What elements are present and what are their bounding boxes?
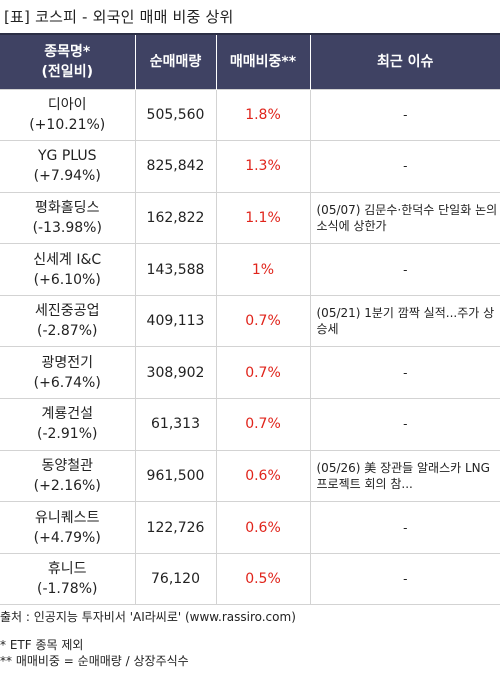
stock-change: (-2.91%) — [37, 426, 98, 443]
stock-change: (+10.21%) — [29, 116, 106, 133]
stock-change: (+6.74%) — [33, 374, 101, 391]
stock-name: 계룡건설 — [41, 406, 94, 423]
stock-change: (+6.10%) — [33, 271, 101, 288]
net-volume-cell: 61,313 — [134, 398, 216, 451]
stock-cell: 디아이 (+10.21%) — [0, 88, 135, 141]
header-net-volume: 순매매량 — [134, 34, 216, 89]
recent-issue-cell: (05/21) 1분기 깜짝 실적...주가 상승세 — [309, 294, 500, 347]
trade-ratio-cell: 0.5% — [215, 552, 310, 606]
header-stock-name-line2: (전일비) — [41, 63, 93, 80]
header-recent-issue: 최근 이슈 — [309, 34, 500, 89]
net-volume-cell: 308,902 — [134, 346, 216, 399]
recent-issue-cell: - — [309, 398, 500, 451]
footnote-ratio-formula: ** 매매비중 = 순매매량 / 상장주식수 — [0, 654, 189, 668]
stock-cell: 유니퀘스트 (+4.79%) — [0, 501, 135, 554]
recent-issue-cell: - — [309, 140, 500, 193]
stock-change: (+2.16%) — [33, 477, 101, 494]
stock-name: 신세계 I&C — [33, 251, 102, 268]
stock-cell: 신세계 I&C (+6.10%) — [0, 243, 135, 296]
table-row: 디아이 (+10.21%) 505,560 1.8% - — [0, 88, 500, 141]
stock-cell: 세진중공업 (-2.87%) — [0, 294, 135, 347]
stock-name: 동양철관 — [41, 457, 94, 474]
stock-cell: 평화홀딩스 (-13.98%) — [0, 191, 135, 244]
recent-issue-cell: - — [309, 346, 500, 399]
recent-issue-cell: (05/26) 美 장관들 알래스카 LNG 프로젝트 회의 참... — [309, 449, 500, 502]
stock-change: (-2.87%) — [37, 323, 98, 340]
table-row: 휴니드 (-1.78%) 76,120 0.5% - — [0, 552, 500, 606]
stock-cell: YG PLUS (+7.94%) — [0, 140, 135, 193]
source-note: 출처 : 인공지능 투자비서 'AI라씨로' (www.rassiro.com) — [0, 610, 296, 624]
stock-name: YG PLUS — [37, 148, 97, 165]
net-volume-cell: 825,842 — [134, 140, 216, 193]
stock-cell: 계룡건설 (-2.91%) — [0, 398, 135, 451]
table-row: 광명전기 (+6.74%) 308,902 0.7% - — [0, 346, 500, 399]
stock-change: (-1.78%) — [37, 581, 98, 598]
header-stock-name: 종목명* (전일비) — [0, 34, 135, 89]
recent-issue-cell: - — [309, 243, 500, 296]
recent-issue-cell: (05/07) 김문수·한덕수 단일화 논의 소식에 상한가 — [309, 191, 500, 244]
table-row: 동양철관 (+2.16%) 961,500 0.6% (05/26) 美 장관들 알래스… — [0, 449, 500, 502]
table-row: 신세계 I&C (+6.10%) 143,588 1% - — [0, 243, 500, 296]
header-stock-name-line1: 종목명* — [44, 43, 91, 60]
trade-ratio-cell: 0.7% — [215, 294, 310, 347]
trade-ratio-cell: 1.3% — [215, 140, 310, 193]
trade-ratio-cell: 1.1% — [215, 191, 310, 244]
footnote-etf: * ETF 종목 제외 — [0, 638, 84, 652]
table-row: 평화홀딩스 (-13.98%) 162,822 1.1% (05/07) 김문수·한덕수… — [0, 191, 500, 244]
trade-ratio-cell: 1.8% — [215, 88, 310, 141]
trade-ratio-cell: 0.7% — [215, 398, 310, 451]
net-volume-cell: 76,120 — [134, 552, 216, 606]
stock-cell: 휴니드 (-1.78%) — [0, 552, 135, 606]
stock-cell: 광명전기 (+6.74%) — [0, 346, 135, 399]
table-row: 계룡건설 (-2.91%) 61,313 0.7% - — [0, 398, 500, 451]
trade-ratio-cell: 0.6% — [215, 501, 310, 554]
stock-change: (+7.94%) — [33, 168, 101, 185]
header-trade-ratio: 매매비중** — [215, 34, 310, 89]
net-volume-cell: 505,560 — [134, 88, 216, 141]
stock-name: 휴니드 — [47, 561, 87, 578]
trade-ratio-cell: 0.7% — [215, 346, 310, 399]
trade-ratio-cell: 1% — [215, 243, 310, 296]
trade-ratio-cell: 0.6% — [215, 449, 310, 502]
foreign-trading-table: 종목명* (전일비) 순매매량 매매비중** 최근 이슈 디아이 (+10.21%… — [0, 33, 500, 606]
stock-name: 유니퀘스트 — [35, 509, 100, 526]
stock-cell: 동양철관 (+2.16%) — [0, 449, 135, 502]
stock-change: (-13.98%) — [32, 219, 102, 236]
recent-issue-cell: - — [309, 88, 500, 141]
table-row: YG PLUS (+7.94%) 825,842 1.3% - — [0, 140, 500, 193]
stock-change: (+4.79%) — [33, 529, 101, 546]
recent-issue-cell: - — [309, 501, 500, 554]
net-volume-cell: 961,500 — [134, 449, 216, 502]
net-volume-cell: 409,113 — [134, 294, 216, 347]
stock-name: 세진중공업 — [35, 303, 100, 320]
stock-name: 디아이 — [47, 96, 87, 113]
net-volume-cell: 162,822 — [134, 191, 216, 244]
stock-name: 광명전기 — [41, 354, 94, 371]
net-volume-cell: 122,726 — [134, 501, 216, 554]
net-volume-cell: 143,588 — [134, 243, 216, 296]
recent-issue-cell: - — [309, 552, 500, 606]
table-header-row: 종목명* (전일비) 순매매량 매매비중** 최근 이슈 — [0, 34, 500, 89]
stock-name: 평화홀딩스 — [35, 199, 100, 216]
table-row: 세진중공업 (-2.87%) 409,113 0.7% (05/21) 1분기 깜짝 실… — [0, 294, 500, 347]
table-row: 유니퀘스트 (+4.79%) 122,726 0.6% - — [0, 501, 500, 554]
page-title: [표] 코스피 - 외국인 매매 비중 상위 — [4, 8, 234, 26]
